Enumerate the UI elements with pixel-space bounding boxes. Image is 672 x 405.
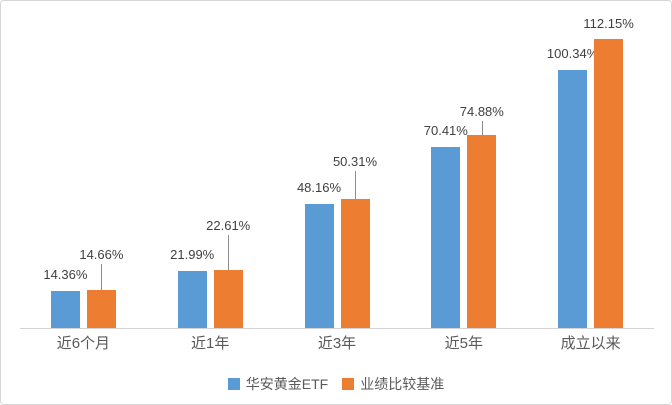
bar — [431, 146, 461, 328]
bar — [50, 291, 80, 328]
data-label: 50.31% — [332, 153, 378, 169]
category-label: 近3年 — [317, 335, 357, 352]
bar — [558, 69, 588, 328]
legend-item: 华安黄金ETF — [227, 374, 329, 394]
bar — [467, 135, 497, 328]
legend-swatch — [227, 378, 240, 390]
data-label: 100.34% — [546, 45, 599, 61]
x-axis-line — [20, 328, 654, 329]
data-label: 21.99% — [170, 247, 215, 263]
bar — [304, 204, 334, 328]
category-label: 近6个月 — [56, 335, 111, 352]
legend-swatch — [342, 378, 355, 390]
bar — [86, 290, 116, 328]
data-label: 112.15% — [583, 16, 634, 32]
bar — [213, 269, 243, 328]
leader-line — [355, 170, 356, 199]
leader-line — [228, 234, 230, 270]
legend-label: 华安黄金ETF — [245, 376, 329, 392]
data-label: 70.41% — [423, 122, 468, 138]
leader-line — [101, 264, 103, 291]
legend-item: 业绩比较基准 — [342, 374, 444, 394]
category-label: 近1年 — [191, 335, 230, 352]
bar — [340, 198, 370, 328]
data-label: 14.66% — [79, 247, 124, 263]
category-label: 近5年 — [444, 335, 483, 352]
bar — [594, 39, 624, 328]
legend: 华安黄金ETF 业绩比较基准 — [1, 374, 671, 394]
category-label: 成立以来 — [560, 335, 621, 352]
data-label: 22.61% — [206, 217, 251, 233]
data-label: 14.36% — [43, 267, 88, 282]
bar — [177, 271, 207, 328]
data-label: 48.16% — [296, 180, 342, 195]
leader-line — [481, 121, 483, 136]
legend-label: 业绩比较基准 — [360, 376, 445, 392]
data-label: 74.88% — [459, 104, 504, 120]
